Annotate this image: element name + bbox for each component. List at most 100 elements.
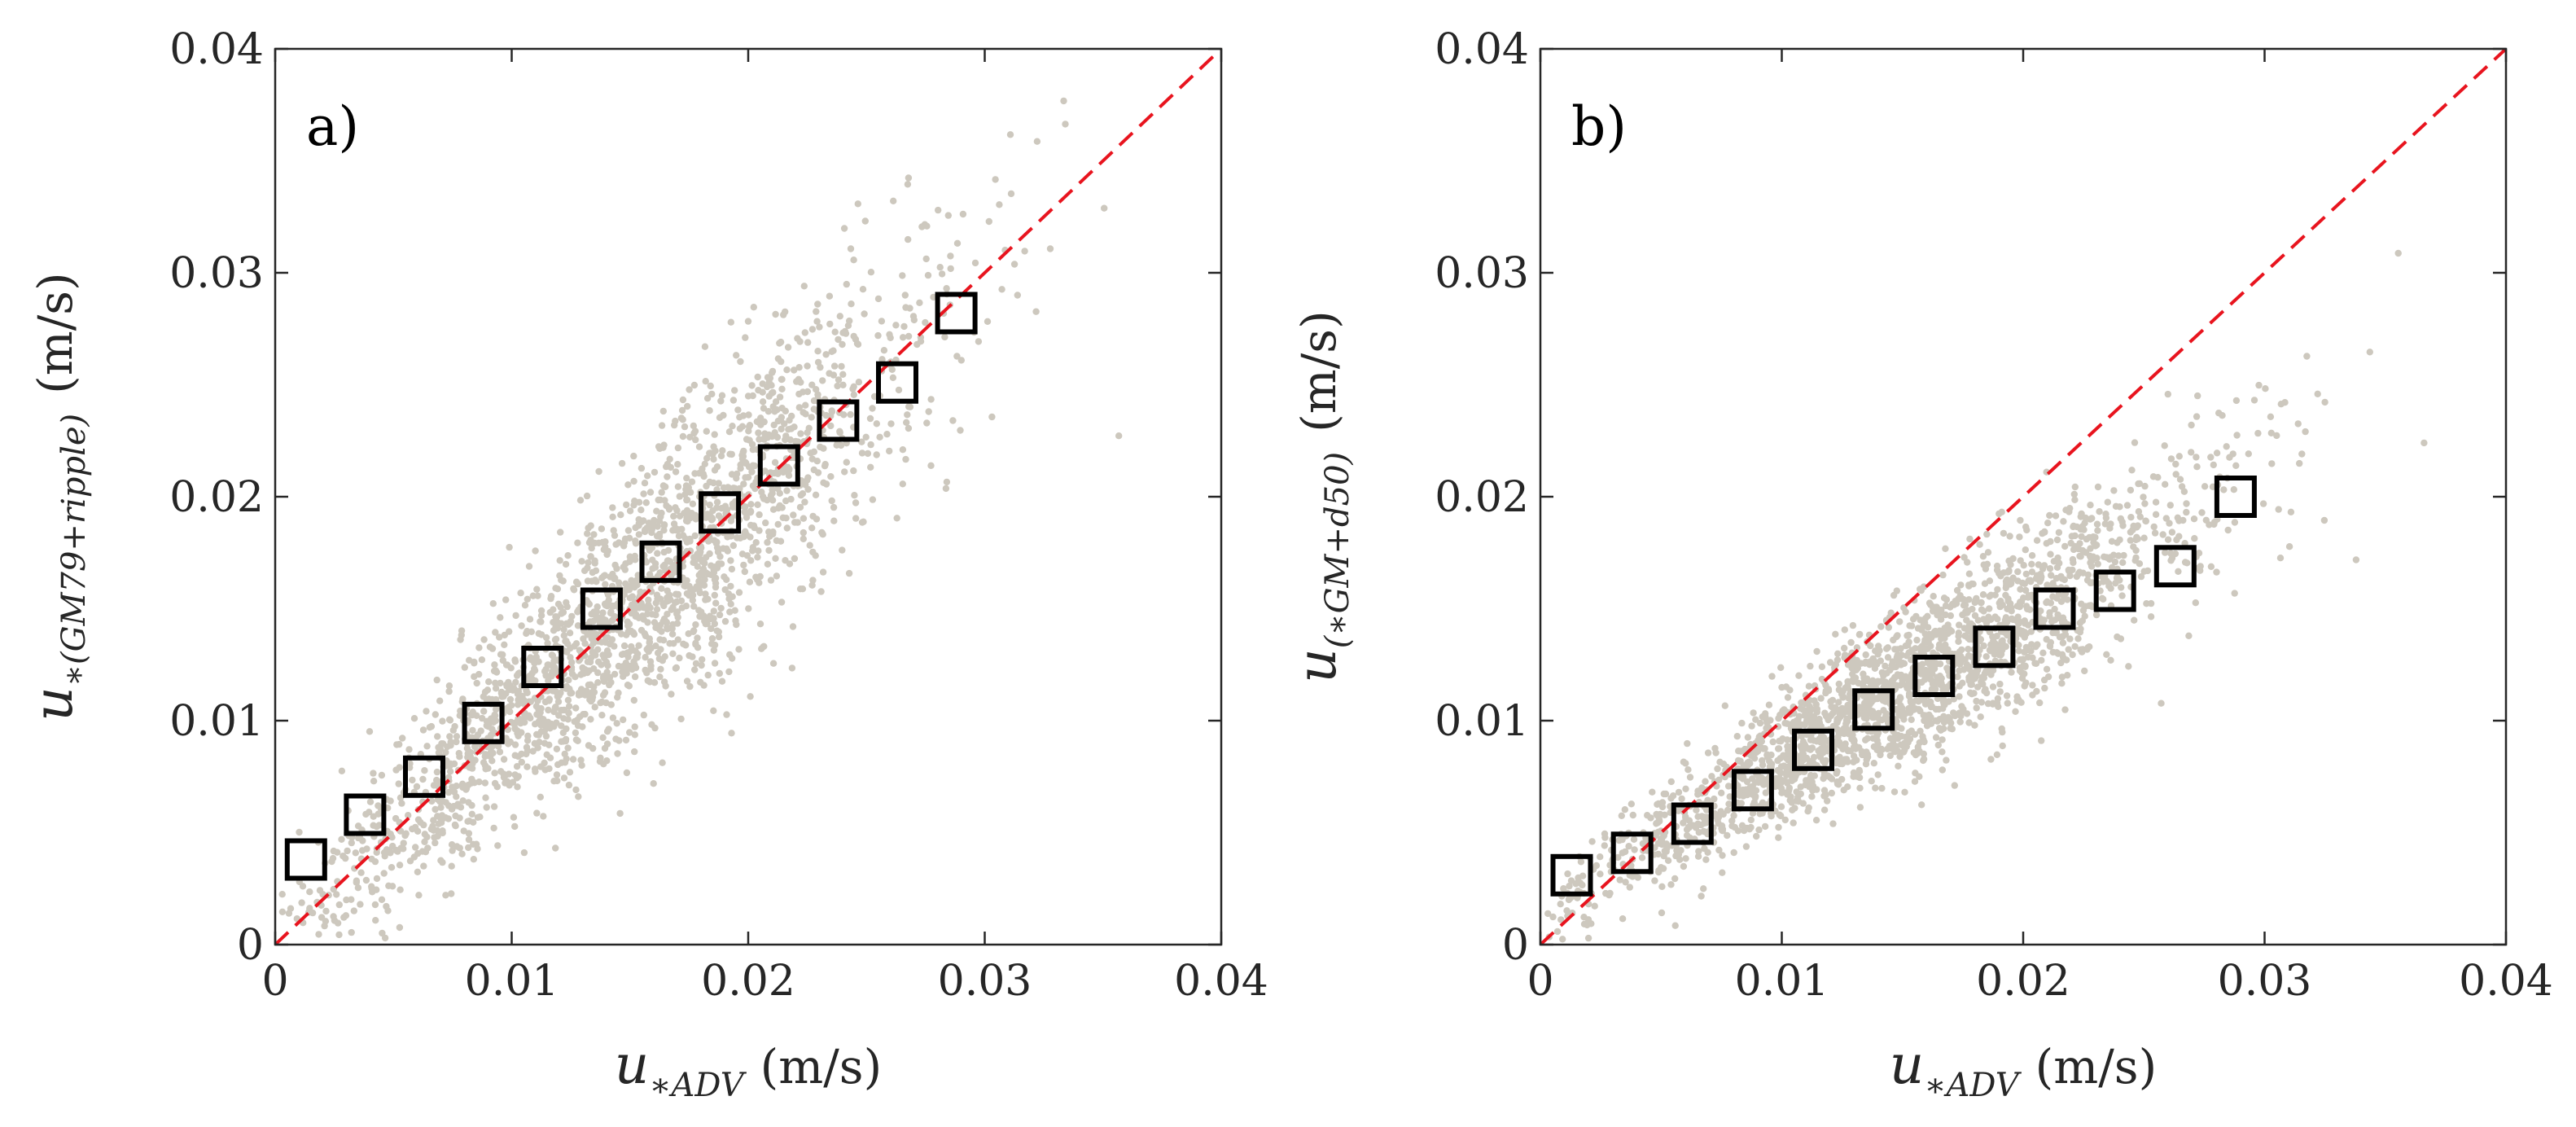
scatter-point [488,695,496,704]
scatter-point [659,637,668,644]
scatter-point [758,645,765,652]
scatter-point [1891,646,1899,653]
scatter-point [651,564,659,571]
scatter-point [1675,807,1682,814]
scatter-point [1698,892,1705,900]
scatter-point [609,714,617,721]
scatter-point [640,490,647,498]
scatter-point [2117,635,2125,642]
scatter-point [727,600,734,607]
scatter-point [727,318,734,326]
scatter-point [1982,653,1990,660]
scatter-point [1930,630,1937,638]
y-axis-label-subscript: (∗GM+d50) [1319,452,1356,648]
scatter-point [2164,536,2172,543]
scatter-point [874,295,883,303]
scatter-point [2131,616,2138,624]
scatter-point [1960,602,1968,609]
scatter-point [1749,809,1757,817]
scatter-point [664,625,671,633]
scatter-point [507,664,515,672]
scatter-point [794,519,801,526]
scatter-point [696,589,703,597]
scatter-point [587,553,594,560]
scatter-point [802,401,809,409]
scatter-point [471,756,479,764]
scatter-point [1936,660,1944,668]
scatter-point [435,820,442,827]
scatter-point [366,798,375,805]
scatter-point [791,423,798,431]
scatter-point [528,655,537,663]
scatter-point [473,679,480,687]
scatter-point [541,766,549,774]
scatter-point [396,886,404,893]
scatter-point [1839,694,1847,701]
scatter-point [655,496,662,504]
scatter-point [472,840,480,848]
scatter-point [2123,502,2131,509]
scatter-point [903,419,910,426]
scatter-point [640,711,647,719]
scatter-point [756,621,764,628]
scatter-point [1941,625,1948,632]
scatter-point [1728,817,1736,825]
scatter-point [1591,902,1598,910]
scatter-point [554,698,563,705]
scatter-point [843,458,851,466]
scatter-point [459,797,467,805]
scatter-point [2076,540,2083,547]
scatter-point [631,731,638,739]
scatter-point [613,720,620,727]
scatter-point [555,692,563,699]
scatter-point [385,882,392,890]
scatter-point [2180,516,2187,524]
scatter-point [1901,788,1908,796]
scatter-point [2067,539,2074,547]
scatter-point [1948,726,1956,733]
scatter-point [1695,848,1702,855]
scatter-point [1580,920,1588,928]
scatter-point [801,498,808,506]
scatter-point [819,568,827,576]
scatter-point [1786,796,1794,804]
scatter-point [2051,605,2058,613]
scatter-point [839,340,846,349]
scatter-point [565,677,572,684]
scatter-point [828,348,835,355]
scatter-point [756,579,763,586]
scatter-point [783,524,791,532]
scatter-point [1994,585,2001,594]
scatter-point [333,891,340,898]
scatter-point [699,465,706,472]
scatter-point [691,532,699,540]
scatter-point [1902,642,1909,650]
y-axis-label-units: (m/s) [28,272,83,394]
scatter-point [1805,682,1813,690]
scatter-point [1663,848,1670,855]
y-axis-label: u(∗GM+d50)(m/s) [1286,310,1356,682]
scatter-point [465,830,473,837]
scatter-point [708,562,715,569]
scatter-point [1845,730,1853,738]
scatter-point [488,748,495,755]
scatter-point [2314,390,2321,397]
scatter-point [1847,638,1855,647]
scatter-point [674,591,681,599]
scatter-point [778,357,785,366]
scatter-point [1752,716,1759,723]
scatter-point [695,443,703,450]
scatter-point [729,397,738,404]
scatter-point [2059,654,2067,661]
x-tick-label: 0 [1527,957,1553,1006]
scatter-point [518,729,525,736]
scatter-point [1866,706,1873,713]
scatter-point [641,480,649,487]
scatter-point [1686,834,1693,842]
scatter-point [747,693,754,700]
scatter-point [1957,581,1965,589]
scatter-point [1936,673,1943,680]
scatter-point [751,485,759,493]
scatter-point [2052,575,2061,582]
scatter-point [398,800,405,807]
